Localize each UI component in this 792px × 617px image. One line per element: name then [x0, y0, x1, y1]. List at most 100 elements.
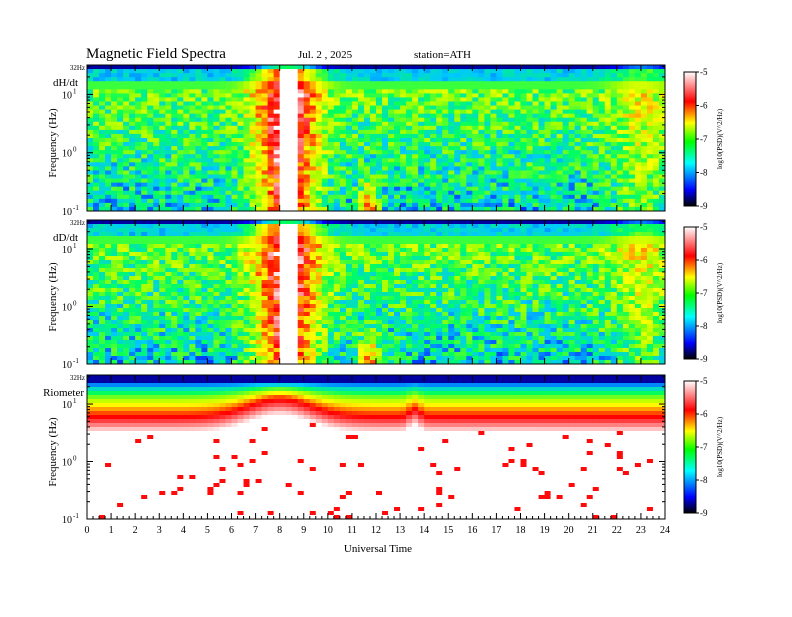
spectrogram-cell: [635, 81, 641, 85]
spectrogram-cell: [213, 304, 219, 308]
spectrogram-cell: [165, 276, 171, 280]
spectrogram-cell: [201, 280, 207, 284]
spectrogram-cell: [147, 89, 153, 93]
spectrogram-cell: [250, 284, 256, 288]
spectrogram-cell: [334, 122, 340, 126]
spectrogram-cell: [328, 320, 334, 324]
spectrogram-cell: [177, 93, 183, 97]
spectrogram-cell: [99, 162, 105, 166]
spectrogram-cell: [376, 102, 382, 106]
spectrogram-cell: [557, 102, 563, 106]
spectrogram-cell: [508, 106, 514, 110]
spectrogram-cell: [557, 73, 563, 77]
spectrogram-cell: [304, 356, 310, 360]
spectrogram-cell: [647, 134, 653, 138]
spectrogram-cell: [472, 179, 478, 183]
spectrogram-cell: [466, 158, 472, 162]
spectrogram-cell: [581, 203, 587, 207]
spectrogram-cell: [304, 126, 310, 130]
spectrogram-cell: [129, 256, 135, 260]
spectrogram-cell: [310, 93, 316, 97]
spectrogram-cell: [617, 85, 623, 89]
spectrogram-cell: [286, 154, 292, 158]
spectrogram-cell: [286, 224, 292, 228]
spectrogram-cell: [274, 288, 280, 292]
spectrogram-cell: [171, 65, 177, 69]
spectrogram-cell: [183, 69, 189, 73]
spectrogram-cell: [123, 308, 129, 312]
spectrogram-cell: [268, 292, 274, 296]
spectrogram-cell: [250, 228, 256, 232]
spectrogram-cell: [189, 97, 195, 101]
spectrogram-cell: [653, 142, 659, 146]
spectrogram-cell: [436, 154, 442, 158]
spectrogram-cell: [508, 154, 514, 158]
spectrogram-cell: [448, 130, 454, 134]
spectrogram-cell: [436, 142, 442, 146]
spectrogram-cell: [653, 130, 659, 134]
spectrogram-cell: [448, 106, 454, 110]
spectrogram-cell: [502, 118, 508, 122]
spectrogram-cell: [87, 332, 93, 336]
spectrogram-cell: [105, 280, 111, 284]
spectrogram-cell: [659, 130, 665, 134]
spectrogram-cell: [575, 166, 581, 170]
spectrogram-cell: [527, 146, 533, 150]
spectrogram-cell: [141, 244, 147, 248]
spectrogram-cell: [225, 340, 231, 344]
spectrogram-cell: [280, 69, 286, 73]
spectrogram-cell: [466, 97, 472, 101]
spectrogram-cell: [274, 170, 280, 174]
spectrogram-cell: [545, 77, 551, 81]
spectrogram-cell: [238, 276, 244, 280]
spectrogram-cell: [177, 316, 183, 320]
spectrogram-cell: [334, 134, 340, 138]
spectrogram-cell: [424, 199, 430, 203]
spectrogram-cell: [183, 296, 189, 300]
spectrogram-cell: [165, 260, 171, 264]
spectrogram-cell: [394, 154, 400, 158]
spectrogram-cell: [189, 126, 195, 130]
spectrogram-cell: [412, 187, 418, 191]
spectrogram-cell: [207, 356, 213, 360]
spectrogram-cell: [171, 166, 177, 170]
spectrogram-cell: [159, 187, 165, 191]
spectrogram-cell: [298, 268, 304, 272]
spectrogram-cell: [617, 69, 623, 73]
spectrogram-cell: [268, 142, 274, 146]
spectrogram-cell: [388, 85, 394, 89]
spectrogram-cell: [641, 126, 647, 130]
spectrogram-cell: [364, 118, 370, 122]
spectrogram-cell: [171, 344, 177, 348]
spectrogram-cell: [117, 276, 123, 280]
spectrogram-cell: [165, 183, 171, 187]
spectrogram-cell: [244, 272, 250, 276]
spectrogram-cell: [250, 316, 256, 320]
spectrogram-cell: [617, 110, 623, 114]
spectrogram-cell: [412, 179, 418, 183]
spectrogram-cell: [141, 316, 147, 320]
spectrogram-cell: [298, 166, 304, 170]
spectrogram-cell: [280, 348, 286, 352]
spectrogram-cell: [274, 203, 280, 207]
spectrogram-cell: [232, 187, 238, 191]
spectrogram-cell: [123, 292, 129, 296]
spectrogram-cell: [171, 122, 177, 126]
spectrogram-cell: [394, 85, 400, 89]
spectrogram-cell: [539, 146, 545, 150]
spectrogram-cell: [617, 77, 623, 81]
spectrogram-cell: [611, 183, 617, 187]
spectrogram-cell: [274, 340, 280, 344]
spectrogram-cell: [244, 240, 250, 244]
spectrogram-cell: [394, 102, 400, 106]
spectrogram-cell: [388, 93, 394, 97]
spectrogram-cell: [322, 280, 328, 284]
spectrogram-cell: [328, 122, 334, 126]
spectrogram-cell: [238, 162, 244, 166]
spectrogram-cell: [195, 240, 201, 244]
spectrogram-cell: [521, 65, 527, 69]
spectrogram-cell: [123, 328, 129, 332]
spectrogram-cell: [400, 97, 406, 101]
spectrogram-cell: [424, 89, 430, 93]
spectrogram-cell: [159, 264, 165, 268]
